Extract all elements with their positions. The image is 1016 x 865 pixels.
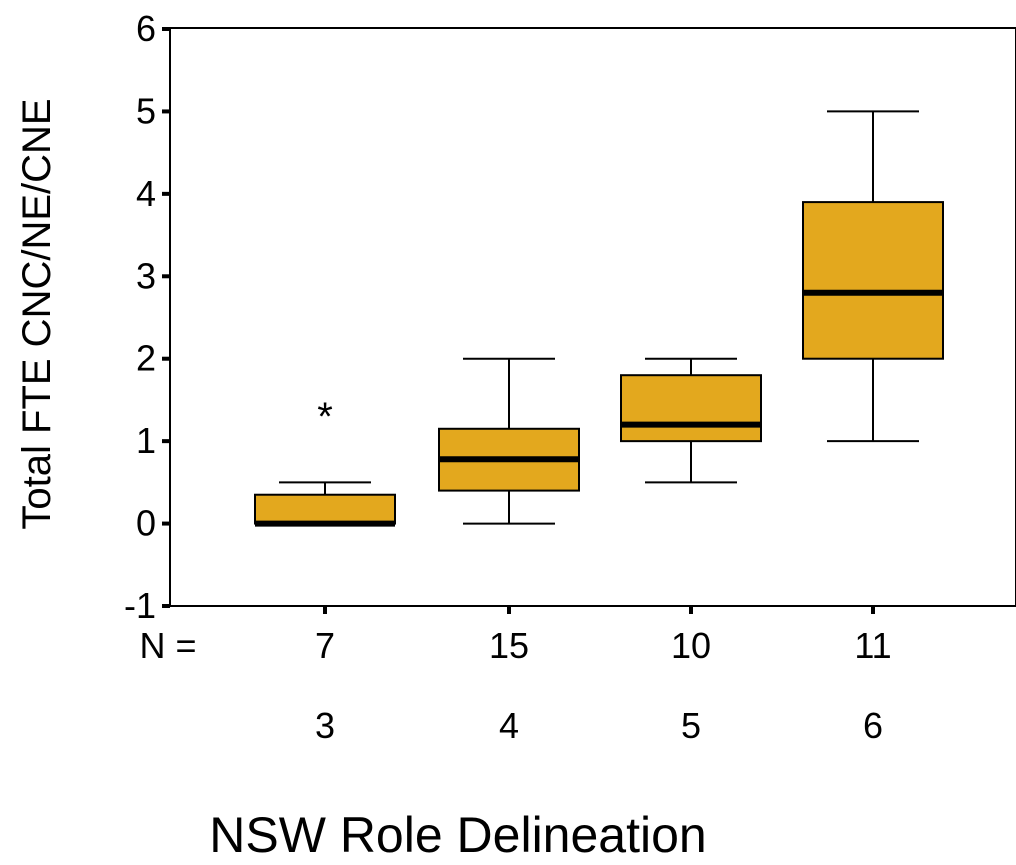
y-tick-label: 5 bbox=[136, 90, 156, 131]
box bbox=[802, 201, 944, 360]
n-value-label: 15 bbox=[489, 625, 529, 666]
box-group bbox=[438, 357, 580, 525]
x-axis: 7 3 15 4 10 5 11 6 bbox=[315, 606, 892, 746]
n-value-label: 7 bbox=[315, 625, 335, 666]
plot-border bbox=[169, 27, 1016, 607]
y-tick-label: 1 bbox=[136, 420, 156, 461]
x-axis-title: NSW Role Delineation bbox=[209, 807, 706, 863]
y-tick-label: 3 bbox=[136, 255, 156, 296]
y-tick-label: 0 bbox=[136, 503, 156, 544]
box-group bbox=[620, 357, 762, 484]
box bbox=[254, 493, 396, 525]
n-value-label: 11 bbox=[854, 625, 891, 666]
outlier-marker: * bbox=[317, 395, 333, 439]
box-series: * bbox=[254, 110, 944, 527]
box bbox=[620, 374, 762, 443]
x-tick-label: 5 bbox=[681, 705, 701, 746]
x-tick-label: 6 bbox=[863, 705, 883, 746]
plot-area bbox=[169, 27, 1016, 607]
y-tick-label: 2 bbox=[136, 338, 156, 379]
y-axis-title: Total FTE CNC/NE/CNE bbox=[15, 98, 59, 529]
y-tick-label: 4 bbox=[136, 173, 156, 214]
x-tick-label: 3 bbox=[315, 705, 335, 746]
y-tick-label: 6 bbox=[136, 8, 156, 49]
y-axis: -1 0 1 2 3 4 5 6 bbox=[124, 8, 170, 626]
y-tick-label: -1 bbox=[124, 585, 156, 626]
box-group: * bbox=[254, 395, 396, 527]
n-value-label: 10 bbox=[671, 625, 711, 666]
box-group bbox=[802, 110, 944, 443]
n-label: N = bbox=[139, 625, 196, 666]
x-tick-label: 4 bbox=[499, 705, 519, 746]
